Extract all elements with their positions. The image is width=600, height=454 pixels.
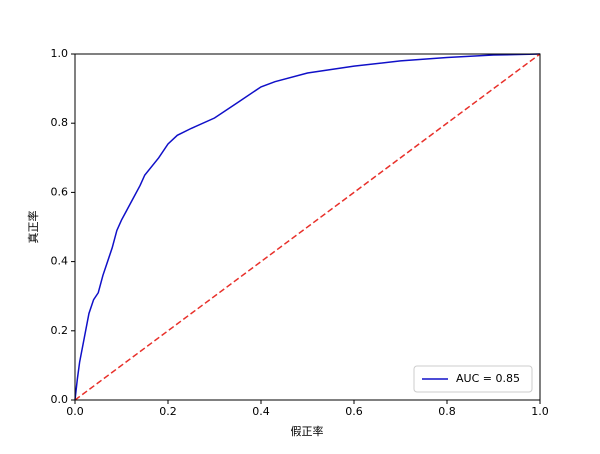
legend-box: [413, 365, 533, 393]
y-tick-label: 0.6: [51, 185, 69, 198]
x-axis-label: 假正率: [291, 424, 324, 438]
y-tick-label: 0.4: [51, 255, 69, 268]
y-tick-label: 0.8: [51, 116, 69, 129]
x-tick-label: 1.0: [531, 405, 549, 418]
x-tick-label: 0.0: [66, 405, 84, 418]
x-tick-label: 0.6: [345, 405, 363, 418]
series-line: [74, 53, 541, 401]
y-axis-label: 真正率: [26, 211, 40, 244]
plot-frame: [74, 53, 541, 401]
y-tick-label: 1.0: [51, 47, 69, 60]
series-line: [74, 53, 541, 401]
x-tick-label: 0.8: [438, 405, 456, 418]
x-tick-label: 0.2: [159, 405, 177, 418]
y-tick-label: 0.2: [51, 324, 69, 337]
x-tick-label: 0.4: [252, 405, 270, 418]
legend-label: AUC = 0.85: [456, 372, 520, 385]
y-tick-label: 0.0: [51, 393, 69, 406]
